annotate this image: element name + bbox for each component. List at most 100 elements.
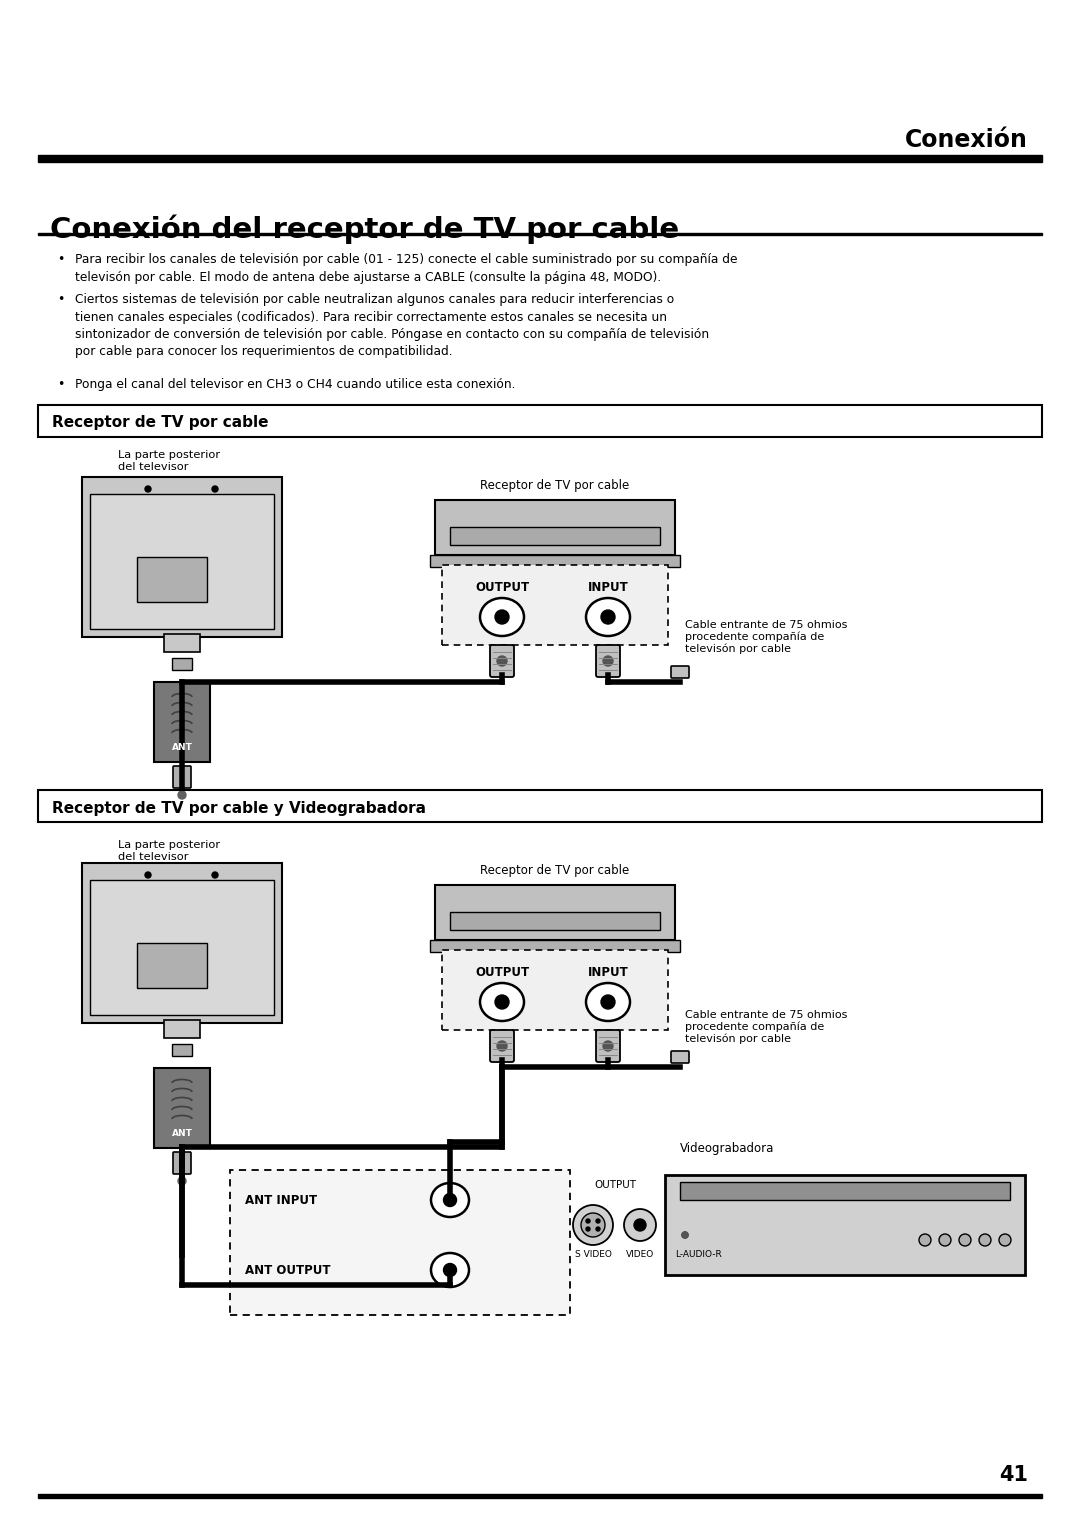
Text: Receptor de TV por cable: Receptor de TV por cable: [481, 863, 630, 877]
Circle shape: [681, 1232, 688, 1238]
Circle shape: [667, 1209, 699, 1241]
Text: ANT OUTPUT: ANT OUTPUT: [245, 1264, 330, 1276]
Bar: [435, 885, 675, 940]
Circle shape: [603, 1041, 613, 1051]
Text: Videograbadora: Videograbadora: [680, 1141, 774, 1155]
Text: •: •: [57, 293, 65, 306]
Bar: [435, 500, 675, 555]
FancyBboxPatch shape: [671, 1051, 689, 1063]
Bar: [164, 634, 200, 652]
FancyBboxPatch shape: [173, 766, 191, 788]
Bar: [38, 232, 1042, 235]
Bar: [450, 527, 660, 545]
Text: Para recibir los canales de televisión por cable (01 - 125) conecte el cable sum: Para recibir los canales de televisión p…: [75, 254, 738, 284]
Circle shape: [681, 1232, 688, 1238]
Bar: [450, 912, 660, 931]
FancyBboxPatch shape: [596, 1030, 620, 1062]
Circle shape: [708, 1219, 721, 1232]
Text: ANT: ANT: [172, 1129, 192, 1137]
Text: OUTPUT: OUTPUT: [475, 966, 529, 979]
Bar: [137, 558, 207, 602]
Circle shape: [497, 1041, 507, 1051]
Text: Cable entrante de 75 ohmios
procedente compañía de
televisón por cable: Cable entrante de 75 ohmios procedente c…: [685, 1010, 848, 1045]
Circle shape: [573, 1206, 613, 1245]
Circle shape: [581, 1213, 605, 1238]
Text: Ponga el canal del televisor en CH3 o CH4 cuando utilice esta conexión.: Ponga el canal del televisor en CH3 o CH…: [75, 377, 515, 391]
Bar: [680, 1183, 1010, 1199]
Bar: [430, 555, 680, 567]
Circle shape: [497, 656, 507, 666]
Ellipse shape: [431, 1253, 469, 1287]
FancyBboxPatch shape: [671, 666, 689, 678]
Circle shape: [681, 1232, 688, 1238]
Circle shape: [596, 1227, 600, 1232]
Bar: [38, 405, 1042, 437]
Text: ANT INPUT: ANT INPUT: [245, 1193, 318, 1207]
FancyBboxPatch shape: [596, 645, 620, 677]
Text: •: •: [57, 254, 65, 266]
Text: Receptor de TV por cable: Receptor de TV por cable: [481, 478, 630, 492]
Bar: [230, 1170, 570, 1316]
Ellipse shape: [480, 983, 524, 1021]
Text: 41: 41: [999, 1465, 1028, 1485]
Text: La parte posterior
del televisor: La parte posterior del televisor: [118, 840, 220, 862]
Text: OUTPUT: OUTPUT: [594, 1180, 636, 1190]
Text: Conexión del receptor de TV por cable: Conexión del receptor de TV por cable: [50, 215, 679, 244]
Bar: [665, 1175, 1025, 1274]
Text: Cable entrante de 75 ohmios
procedente compañía de
televisón por cable: Cable entrante de 75 ohmios procedente c…: [685, 620, 848, 654]
Text: OUTPUT: OUTPUT: [475, 581, 529, 594]
Circle shape: [495, 995, 509, 1008]
Circle shape: [444, 1264, 457, 1276]
Bar: [442, 950, 669, 1030]
Circle shape: [603, 656, 613, 666]
Bar: [38, 1494, 1042, 1497]
Circle shape: [634, 1219, 646, 1232]
Text: L-AUDIO-R: L-AUDIO-R: [676, 1250, 723, 1259]
Ellipse shape: [480, 597, 524, 636]
Bar: [90, 494, 274, 630]
Circle shape: [495, 610, 509, 623]
Circle shape: [444, 1193, 457, 1207]
Ellipse shape: [586, 597, 630, 636]
FancyBboxPatch shape: [490, 645, 514, 677]
Circle shape: [959, 1235, 971, 1245]
FancyBboxPatch shape: [173, 1152, 191, 1174]
Circle shape: [145, 872, 151, 879]
Text: Receptor de TV por cable: Receptor de TV por cable: [52, 416, 269, 431]
Bar: [154, 1068, 210, 1148]
Bar: [137, 943, 207, 989]
Circle shape: [919, 1235, 931, 1245]
Text: S VIDEO: S VIDEO: [575, 1250, 611, 1259]
Circle shape: [600, 995, 615, 1008]
Text: INPUT: INPUT: [588, 581, 629, 594]
Bar: [442, 565, 669, 645]
Circle shape: [586, 1219, 590, 1222]
Ellipse shape: [431, 1183, 469, 1216]
Circle shape: [178, 792, 186, 799]
Text: •: •: [57, 377, 65, 391]
Circle shape: [600, 610, 615, 623]
Circle shape: [699, 1209, 731, 1241]
Bar: [82, 863, 282, 1024]
Circle shape: [624, 1209, 656, 1241]
Circle shape: [939, 1235, 951, 1245]
Circle shape: [999, 1235, 1011, 1245]
Text: INPUT: INPUT: [588, 966, 629, 979]
Text: ANT: ANT: [172, 743, 192, 752]
Circle shape: [145, 486, 151, 492]
Circle shape: [677, 1219, 689, 1232]
Bar: [38, 790, 1042, 822]
Circle shape: [212, 872, 218, 879]
Bar: [172, 1044, 192, 1056]
Text: VIDEO: VIDEO: [626, 1250, 654, 1259]
Bar: [82, 477, 282, 637]
Text: Conexión: Conexión: [905, 128, 1028, 151]
Text: Ciertos sistemas de televisión por cable neutralizan algunos canales para reduci: Ciertos sistemas de televisión por cable…: [75, 293, 710, 359]
Bar: [154, 681, 210, 762]
Bar: [164, 1021, 200, 1038]
Ellipse shape: [586, 983, 630, 1021]
Circle shape: [178, 1177, 186, 1186]
Circle shape: [596, 1219, 600, 1222]
Bar: [172, 659, 192, 669]
Bar: [90, 880, 274, 1015]
